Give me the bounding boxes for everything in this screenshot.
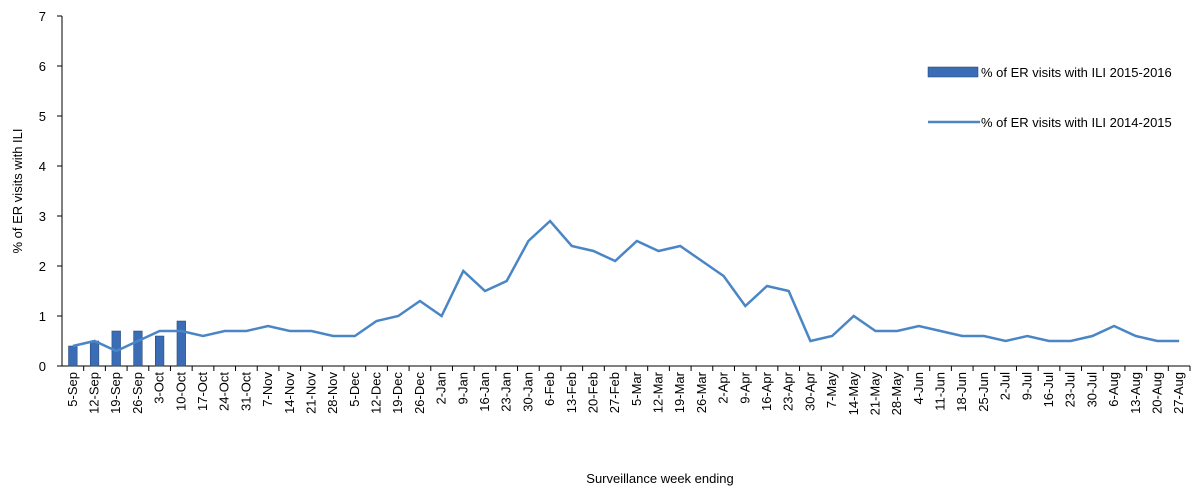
x-tick-label: 7-Nov [260, 372, 275, 407]
x-tick-label: 7-May [824, 372, 839, 409]
x-tick-label: 16-Jul [1041, 372, 1056, 408]
x-tick-label: 25-Jun [976, 372, 991, 412]
x-tick-label: 4-Jun [911, 372, 926, 405]
x-tick-label: 2-Apr [716, 371, 731, 403]
legend-swatch [927, 66, 979, 78]
y-axis-title: % of ER visits with ILI [10, 129, 25, 254]
x-tick-label: 28-May [889, 372, 904, 416]
x-tick-label: 19-Mar [672, 371, 687, 413]
x-tick-label: 27-Feb [607, 372, 622, 413]
y-tick-label: 7 [39, 9, 46, 24]
line [72, 219, 1180, 353]
bar [89, 340, 100, 367]
x-tick-label: 16-Jan [477, 372, 492, 412]
x-tick-label: 27-Aug [1171, 372, 1186, 414]
x-tick-label: 24-Oct [217, 372, 232, 411]
x-tick-label: 21-May [867, 372, 882, 416]
x-tick-label: 17-Oct [195, 372, 210, 411]
y-tick-label: 3 [39, 209, 46, 224]
x-tick-label: 18-Jun [954, 372, 969, 412]
y-tick-label: 5 [39, 109, 46, 124]
x-tick-label: 10-Oct [173, 372, 188, 411]
x-tick-label: 31-Oct [238, 372, 253, 411]
bar [155, 335, 165, 367]
x-tick-label: 26-Sep [130, 372, 145, 414]
legend-label: % of ER visits with ILI 2015-2016 [981, 65, 1172, 80]
x-tick-label: 5-Mar [629, 371, 644, 406]
bar [133, 330, 143, 367]
x-tick-label: 19-Sep [108, 372, 123, 414]
x-tick-label: 30-Jul [1084, 372, 1099, 408]
x-tick-label: 2-Jul [998, 372, 1013, 400]
x-tick-label: 19-Dec [390, 372, 405, 414]
y-tick-label: 0 [39, 359, 46, 374]
x-tick-label: 5-Sep [65, 372, 80, 407]
x-tick-label: 12-Mar [651, 371, 666, 413]
y-tick-label: 1 [39, 309, 46, 324]
x-tick-label: 12-Sep [87, 372, 102, 414]
x-tick-label: 12-Dec [369, 372, 384, 414]
x-tick-label: 26-Dec [412, 372, 427, 414]
bar [68, 345, 78, 367]
x-tick-label: 21-Nov [303, 372, 318, 414]
x-tick-label: 13-Aug [1128, 372, 1143, 414]
x-tick-label: 9-Jul [1019, 372, 1034, 400]
x-tick-label: 9-Apr [737, 371, 752, 403]
x-tick-label: 20-Aug [1149, 372, 1164, 414]
x-tick-label: 23-Jan [499, 372, 514, 412]
y-tick-label: 4 [39, 159, 46, 174]
x-tick-label: 13-Feb [564, 372, 579, 413]
x-tick-label: 3-Oct [152, 372, 167, 404]
y-tick-label: 6 [39, 59, 46, 74]
x-tick-label: 14-Nov [282, 372, 297, 414]
x-tick-label: 30-Jan [520, 372, 535, 412]
x-tick-label: 6-Feb [542, 372, 557, 406]
x-tick-label: 30-Apr [802, 371, 817, 411]
x-tick-label: 20-Feb [585, 372, 600, 413]
x-tick-label: 11-Jun [933, 372, 948, 411]
x-axis-title: Surveillance week ending [586, 471, 733, 486]
y-tick-label: 2 [39, 259, 46, 274]
x-tick-label: 23-Jul [1063, 372, 1078, 408]
x-tick-label: 2-Jan [434, 372, 449, 405]
x-tick-label: 14-May [846, 372, 861, 416]
x-tick-label: 6-Aug [1106, 372, 1121, 407]
x-tick-label: 23-Apr [781, 371, 796, 411]
bar [176, 320, 186, 367]
x-tick-label: 26-Mar [694, 371, 709, 413]
x-tick-label: 5-Dec [347, 372, 362, 407]
legend-label: % of ER visits with ILI 2014-2015 [981, 115, 1172, 130]
x-tick-label: 28-Nov [325, 372, 340, 414]
x-tick-label: 16-Apr [759, 371, 774, 411]
x-tick-label: 9-Jan [455, 372, 470, 405]
